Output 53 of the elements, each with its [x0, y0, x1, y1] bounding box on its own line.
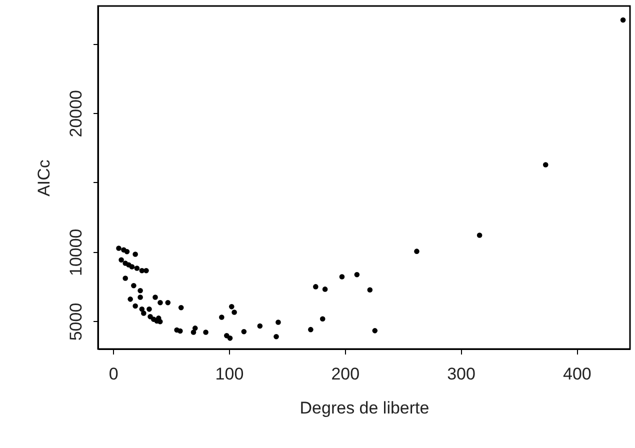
point: [219, 314, 224, 320]
x-axis-title: Degres de liberte: [300, 398, 430, 418]
point: [192, 326, 198, 331]
x-tick-label: 0: [108, 364, 118, 384]
point: [129, 264, 135, 270]
point: [308, 326, 314, 332]
point: [122, 276, 128, 281]
point: [203, 330, 208, 335]
point: [372, 328, 378, 334]
point: [138, 288, 143, 294]
point: [414, 248, 420, 254]
y-axis-title: AICc: [34, 159, 54, 196]
point: [118, 257, 124, 263]
point: [158, 300, 163, 306]
x-tick-label: 100: [215, 364, 244, 384]
point: [128, 296, 133, 302]
point: [228, 304, 234, 310]
y-tick-label: 10000: [66, 228, 86, 276]
point: [313, 284, 318, 290]
point: [144, 268, 149, 274]
point: [476, 232, 482, 238]
x-tick-label: 400: [562, 364, 592, 384]
point: [132, 303, 138, 309]
point: [542, 162, 548, 168]
point: [227, 336, 233, 341]
point: [178, 305, 184, 310]
y-tick-label: 20000: [66, 90, 86, 138]
point: [190, 330, 196, 335]
point: [132, 252, 138, 257]
point: [165, 300, 171, 306]
x-tick-label: 300: [447, 364, 476, 384]
point: [257, 323, 263, 329]
point: [116, 246, 122, 251]
point: [138, 294, 143, 300]
point: [134, 266, 140, 271]
point: [141, 310, 146, 316]
y-tick-label: 5000: [66, 302, 86, 341]
point: [274, 334, 279, 340]
x-tick-label: 200: [331, 364, 360, 384]
point: [152, 294, 158, 300]
point: [276, 320, 281, 325]
point: [354, 272, 360, 278]
point: [367, 287, 373, 293]
point: [620, 17, 626, 23]
point: [241, 329, 247, 334]
point: [339, 274, 345, 280]
point: [131, 282, 136, 288]
point: [146, 306, 152, 312]
point: [232, 310, 237, 315]
point: [322, 286, 328, 292]
point: [178, 328, 183, 334]
point: [320, 316, 326, 322]
point: [124, 248, 130, 254]
